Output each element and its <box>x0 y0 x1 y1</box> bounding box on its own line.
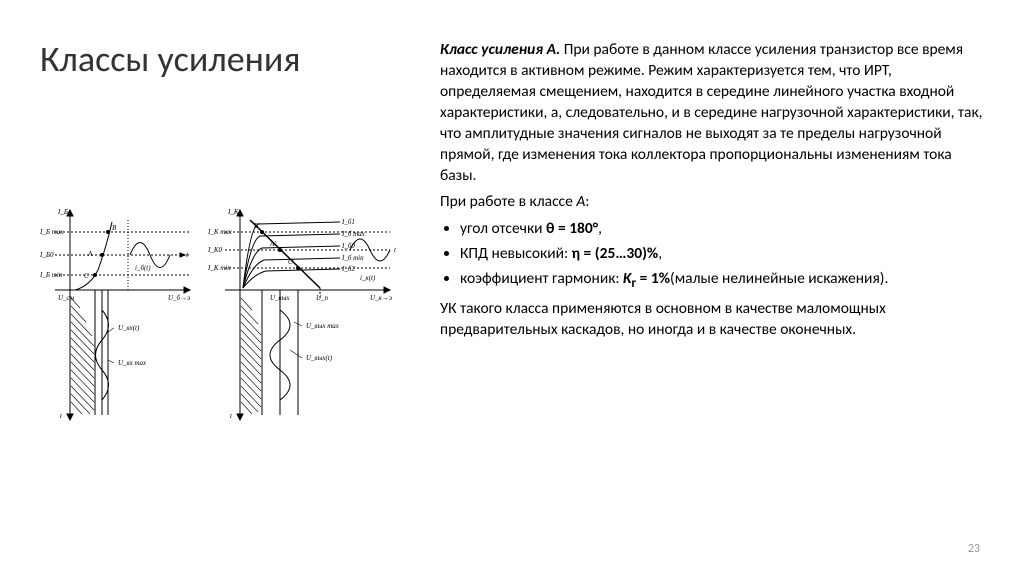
slide-title: Классы усиления <box>40 40 420 80</box>
paragraph-3: УК такого класса применяются в основном … <box>440 299 984 341</box>
label-Ap: A' <box>269 240 276 248</box>
label-uke: U_к→э <box>370 294 392 302</box>
p2-it: А <box>576 192 585 211</box>
bullet-2: КПД невысокий: η = (25…30)%, <box>460 244 984 265</box>
b2-bold: η = (25…30)% <box>572 244 659 263</box>
label-uvxmax: U_вх max <box>118 359 147 367</box>
amplifier-class-a-diagram: I_Б U_б→э I_Б max I_Б0 I_Б min B <box>40 200 400 430</box>
label-ib1: I_б1 <box>341 218 355 226</box>
b1-pre: угол отсечки <box>460 219 546 238</box>
para1-text: При работе в данном классе усиления тран… <box>440 40 983 185</box>
p2-pre: При работе в классе <box>440 192 576 211</box>
bullet-3: коэффициент гармоник: Kг = 1%(малые нели… <box>460 269 984 293</box>
label-ikmax: I_К max <box>207 228 233 236</box>
p2-post: : <box>585 192 589 211</box>
paragraph-2: При работе в классе А: <box>440 192 984 213</box>
b3-post: (малые нелинейные искажения). <box>670 269 888 288</box>
b1-bold: θ = 180° <box>546 219 598 238</box>
label-ikmin: I_К min <box>207 264 231 272</box>
label-uvyx: U_вых <box>270 294 290 302</box>
b3-k: K <box>623 269 631 288</box>
label-t-r: t <box>394 246 397 254</box>
label-ik0: I_К0 <box>207 246 222 254</box>
body-text: Класс усиления А. При работе в данном кл… <box>440 40 984 556</box>
label-ib2: I_б2 <box>341 265 355 273</box>
label-uvxt: U_вх(t) <box>118 324 140 332</box>
label-ibmin: I_Б min <box>40 271 63 279</box>
label-Cp: C' <box>288 258 295 266</box>
label-ib0-r: I_б0 <box>341 242 355 250</box>
b2-pre: КПД невысокий: <box>460 244 572 263</box>
label-t-bottom: t <box>60 412 63 420</box>
bullet-list: угол отсечки θ = 180°, КПД невысокий: η … <box>440 219 984 292</box>
label-ikt: i_к(t) <box>360 274 376 282</box>
b1-post: , <box>598 219 602 238</box>
page-number: 23 <box>968 542 980 556</box>
label-ibmax: I_Б max <box>40 228 64 236</box>
label-ib0: I_Б0 <box>40 251 54 259</box>
b3-eq: = 1% <box>636 269 670 288</box>
lead-bold: Класс усиления А. <box>440 40 560 59</box>
label-ibt: i_б(t) <box>135 264 151 272</box>
label-ibmax-r: I_б max <box>341 230 366 238</box>
label-uvyxmax: U_вых max <box>306 322 340 330</box>
b3-pre: коэффициент гармоник: <box>460 269 623 288</box>
paragraph-1: Класс усиления А. При работе в данном кл… <box>440 40 984 186</box>
label-ibmin-r: I_б min <box>341 254 364 262</box>
left-column: Классы усиления I_Б U_б→э <box>40 40 420 556</box>
label-t-rb: t <box>230 412 233 420</box>
label-ucm: U_см <box>58 294 75 302</box>
label-uvyxt: U_вых(t) <box>306 354 333 362</box>
label-B: B <box>112 224 117 232</box>
bullet-1: угол отсечки θ = 180°, <box>460 219 984 240</box>
label-A: A <box>87 250 93 258</box>
label-ib: I_Б <box>57 208 68 216</box>
label-up: U_п <box>316 294 329 302</box>
slide: Классы усиления I_Б U_б→э <box>0 0 1024 576</box>
label-C: C <box>84 272 89 280</box>
label-ube: U_б→э <box>168 294 190 302</box>
label-ik: I_К <box>227 208 239 216</box>
b2-post: , <box>658 244 662 263</box>
label-Bp: B' <box>254 222 260 230</box>
